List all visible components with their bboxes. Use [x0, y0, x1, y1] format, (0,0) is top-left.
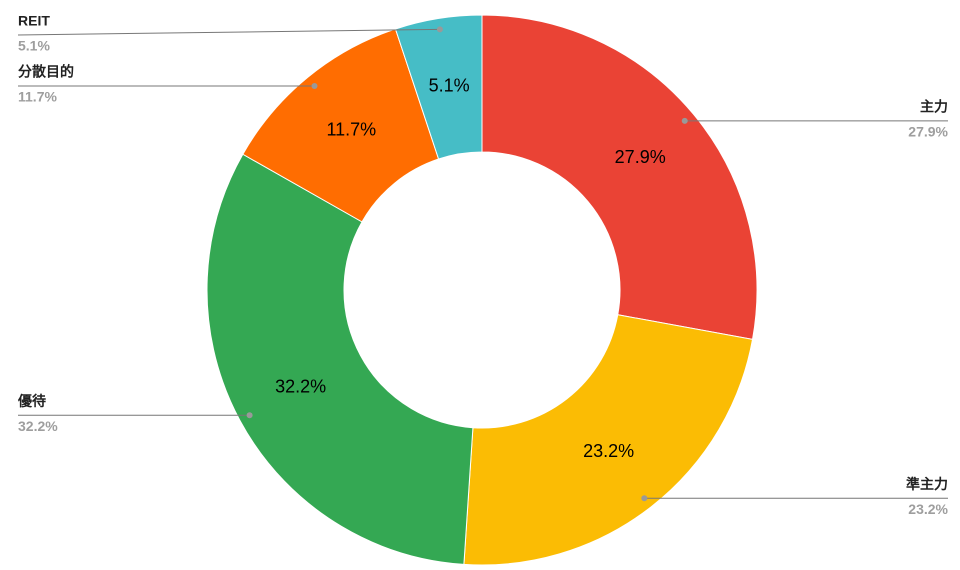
- leader-dot: [681, 117, 688, 124]
- slice: [463, 314, 754, 566]
- leader-line: [17, 28, 440, 36]
- callout-value: 32.2%: [18, 418, 58, 434]
- leader-dot: [311, 82, 318, 89]
- callout-name: 優待: [17, 393, 46, 409]
- callout-value: 23.2%: [908, 501, 948, 517]
- slice: [206, 153, 474, 565]
- callout-name: 主力: [920, 99, 948, 115]
- slice: [481, 14, 758, 340]
- callout-name: REIT: [18, 13, 50, 29]
- slice-label: 27.9%: [615, 147, 666, 167]
- slice: [394, 14, 483, 160]
- leader-dot: [436, 26, 443, 33]
- leader-dot: [641, 495, 648, 502]
- slice-label: 5.1%: [429, 75, 470, 95]
- callout-name: 準主力: [906, 476, 948, 492]
- slice-label: 23.2%: [583, 441, 634, 461]
- callout-value: 5.1%: [18, 38, 50, 54]
- leader-dot: [246, 412, 253, 419]
- callout-value: 27.9%: [908, 124, 948, 140]
- callout-value: 11.7%: [18, 89, 57, 105]
- callout-name: 分散目的: [18, 64, 74, 80]
- slice-label: 11.7%: [326, 120, 376, 140]
- slice-label: 32.2%: [275, 376, 326, 396]
